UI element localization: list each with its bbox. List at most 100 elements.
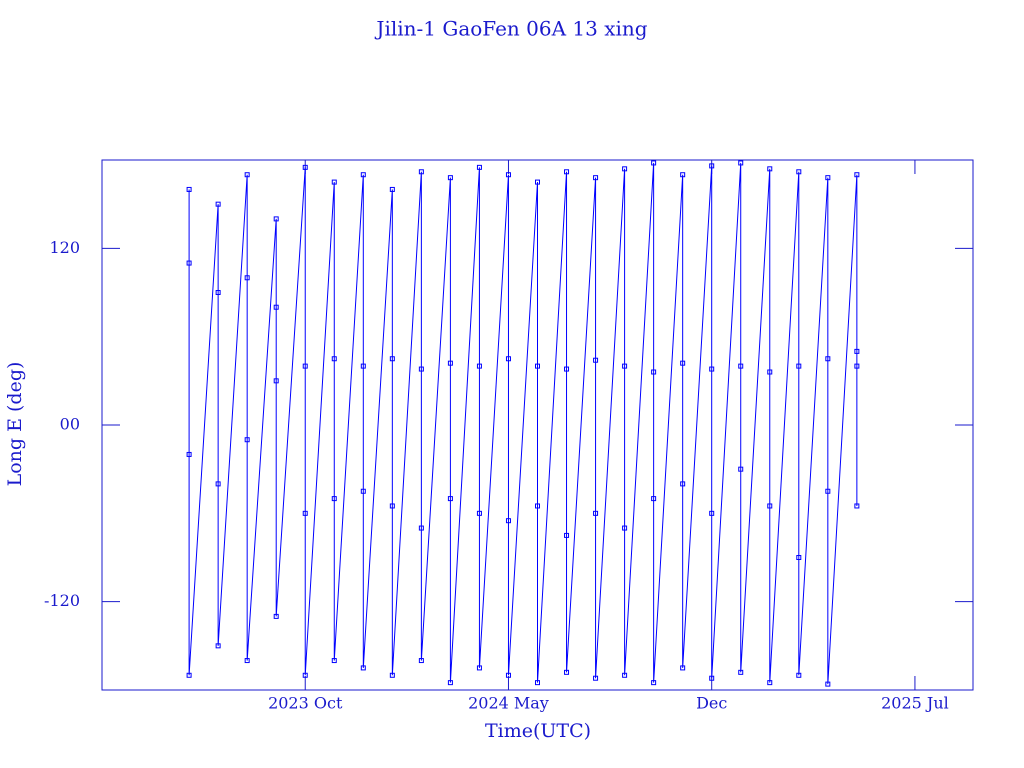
x-tick-label: 2023 Oct (268, 694, 343, 713)
point-marker (244, 275, 250, 281)
point-marker (854, 172, 860, 178)
point-marker (215, 481, 221, 487)
point-marker (186, 260, 192, 266)
point-marker (593, 357, 599, 363)
point-marker (273, 216, 279, 222)
point-marker (505, 672, 511, 678)
point-marker (447, 496, 453, 502)
x-axis-label: Time(UTC) (485, 720, 591, 742)
point-marker (186, 672, 192, 678)
point-marker (593, 510, 599, 516)
y-tick-label: -120 (44, 591, 80, 610)
point-marker (389, 503, 395, 509)
point-marker (680, 665, 686, 671)
point-marker (273, 378, 279, 384)
point-marker (331, 658, 337, 664)
point-marker (215, 643, 221, 649)
point-marker (796, 672, 802, 678)
point-marker (796, 169, 802, 175)
point-marker (273, 304, 279, 310)
chart-title: Jilin-1 GaoFen 06A 13 xing (374, 17, 647, 41)
point-marker (418, 169, 424, 175)
point-marker (302, 510, 308, 516)
point-marker (302, 164, 308, 170)
point-marker (854, 348, 860, 354)
point-marker (535, 363, 540, 369)
point-marker (215, 201, 221, 207)
point-marker (244, 437, 250, 443)
point-marker (709, 366, 715, 372)
point-marker (622, 363, 628, 369)
point-marker (331, 496, 337, 502)
point-marker (447, 175, 453, 181)
point-marker (796, 363, 802, 369)
point-marker (535, 680, 540, 686)
point-marker (680, 172, 686, 178)
point-marker (331, 179, 337, 185)
point-marker (476, 363, 482, 369)
point-marker (244, 658, 250, 664)
point-marker (622, 166, 628, 172)
point-marker (535, 179, 540, 185)
point-marker (767, 503, 773, 509)
point-marker (622, 672, 628, 678)
point-marker (273, 613, 279, 619)
point-marker (564, 669, 570, 675)
point-marker (505, 172, 511, 178)
series-line (188, 162, 858, 685)
point-marker (564, 366, 570, 372)
point-marker (825, 175, 831, 181)
point-marker (476, 665, 482, 671)
point-marker (331, 356, 337, 362)
point-marker (360, 172, 366, 178)
point-marker (825, 356, 831, 362)
point-marker (564, 532, 570, 538)
point-marker (651, 496, 657, 502)
point-marker (825, 488, 831, 494)
point-marker (854, 363, 860, 369)
point-marker (302, 363, 308, 369)
point-marker (738, 669, 744, 675)
point-marker (360, 363, 366, 369)
point-marker (651, 680, 657, 686)
point-marker (767, 166, 773, 172)
point-marker (651, 369, 657, 375)
point-marker (244, 172, 250, 178)
point-marker (796, 555, 802, 560)
point-marker (418, 658, 424, 664)
point-marker (593, 675, 599, 681)
point-marker (593, 175, 599, 181)
y-tick-label: 120 (49, 238, 80, 257)
x-tick-label: Dec (696, 694, 727, 713)
point-marker (505, 356, 511, 362)
point-marker (564, 169, 570, 175)
point-marker (215, 290, 221, 295)
point-marker (738, 160, 744, 166)
point-marker (622, 525, 628, 531)
point-marker (854, 503, 860, 509)
point-marker (709, 675, 715, 681)
point-marker (651, 160, 657, 166)
point-marker (389, 186, 395, 192)
point-marker (389, 356, 395, 362)
point-marker (418, 525, 424, 531)
point-marker (535, 503, 540, 509)
point-marker (360, 665, 366, 671)
point-marker (680, 360, 686, 366)
point-marker (476, 510, 482, 516)
x-tick-label: 2025 Jul (881, 694, 949, 713)
point-marker (738, 466, 744, 472)
point-marker (709, 510, 715, 516)
point-marker (447, 680, 453, 686)
point-marker (360, 488, 366, 494)
y-tick-label: 00 (60, 415, 80, 434)
point-marker (825, 681, 831, 687)
point-marker (186, 451, 192, 457)
point-marker (709, 163, 715, 169)
point-marker (680, 481, 686, 487)
point-marker (389, 672, 395, 678)
point-marker (738, 363, 744, 369)
x-tick-label: 2024 May (468, 694, 549, 713)
point-marker (302, 672, 308, 678)
